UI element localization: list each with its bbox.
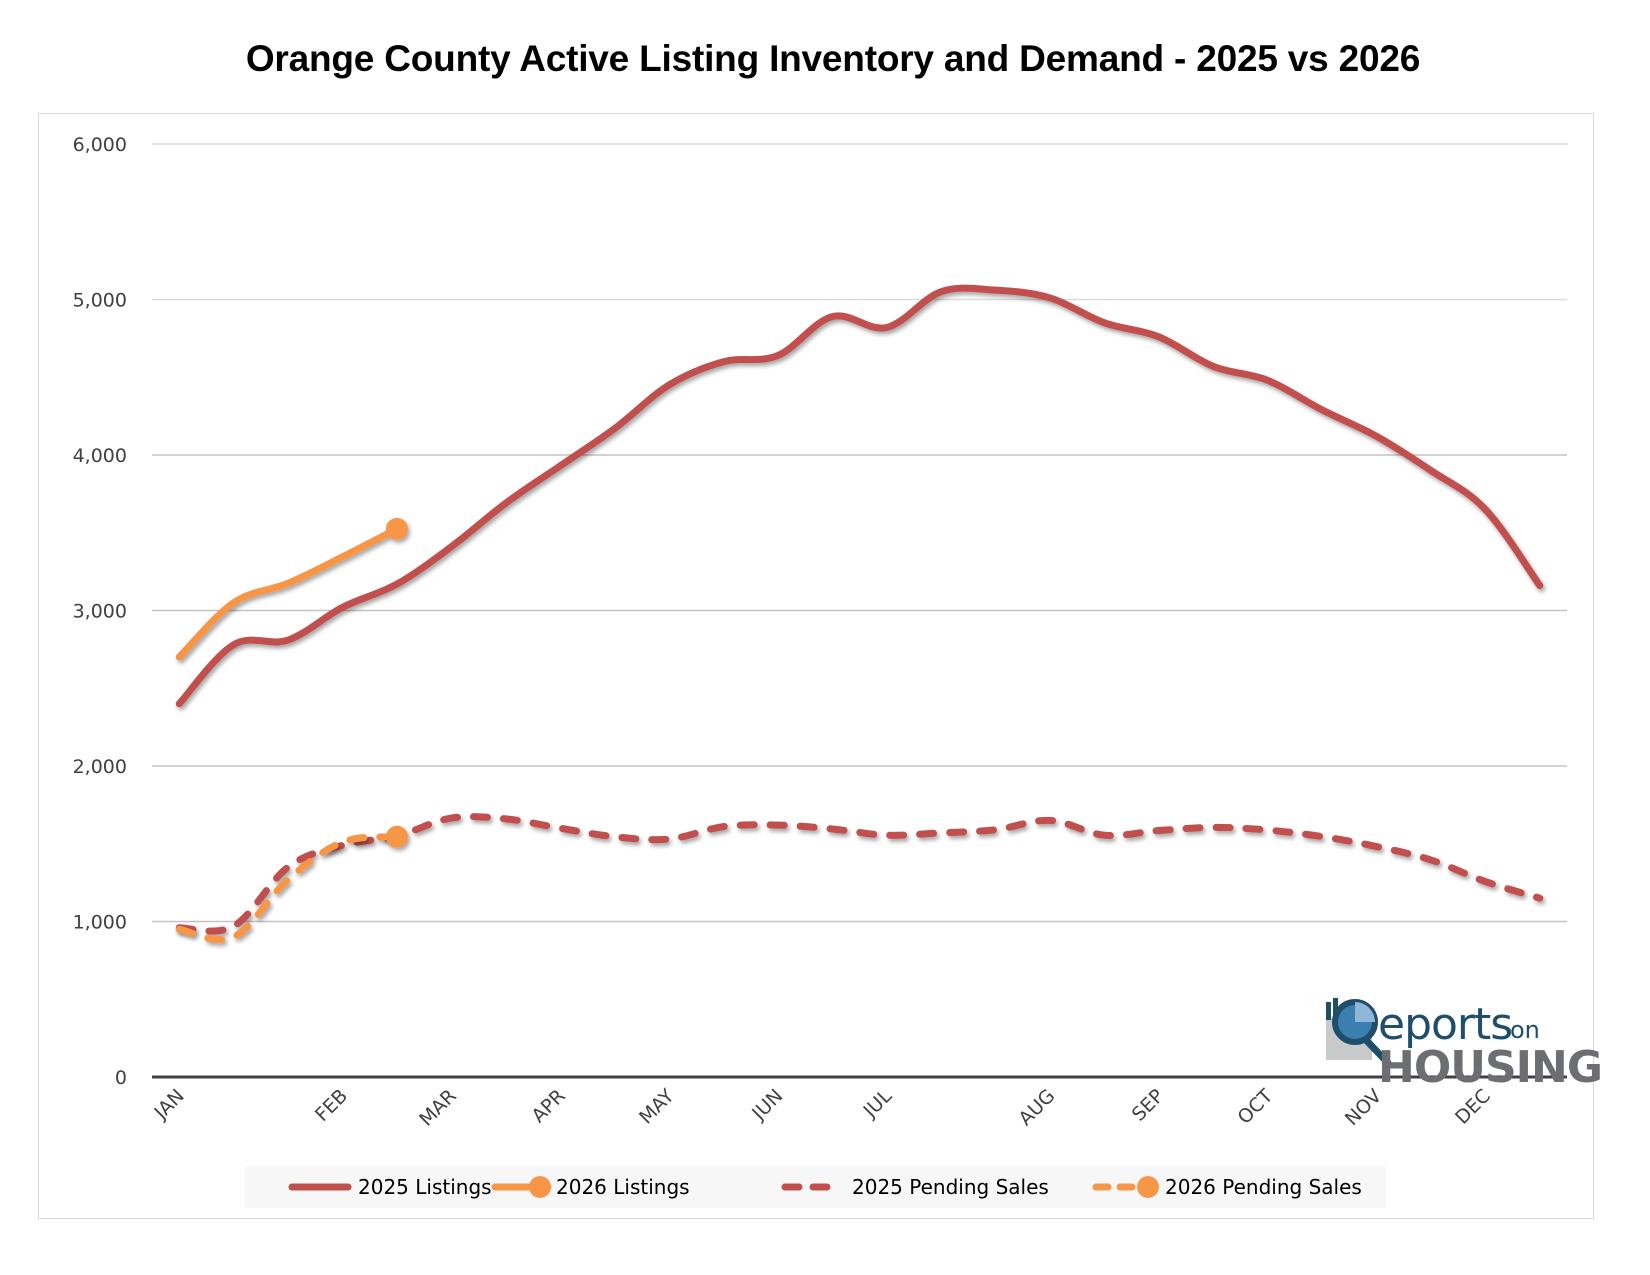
legend-label-2026-listings: 2026 Listings [556, 1175, 690, 1199]
x-tick-label: JAN [150, 1085, 189, 1124]
y-tick-label: 5,000 [73, 290, 127, 312]
legend-marker-2026-pending-sales [1137, 1176, 1159, 1198]
logo-on-text: on [1510, 1016, 1540, 1044]
y-tick-label: 2,000 [73, 756, 127, 778]
legend-label-2025-pending-sales: 2025 Pending Sales [852, 1175, 1049, 1199]
series-2025-listings [175, 284, 1544, 708]
logo-bar-icon [1326, 1002, 1331, 1020]
series-2026-listings [175, 517, 408, 661]
logo-bar-icon [1333, 998, 1338, 1020]
x-tick-label: JUN [747, 1085, 787, 1125]
logo-reports-text: eports [1378, 999, 1512, 1050]
legend-item-2026-listings[interactable]: 2026 Listings [491, 1175, 690, 1199]
x-tick-label: OCT [1233, 1085, 1277, 1129]
end-marker-2026-listings [385, 517, 408, 540]
series-line-2026-pending-sales [175, 833, 401, 944]
legend-item-2025-pending-sales[interactable]: 2025 Pending Sales [781, 1175, 1049, 1199]
series-line-2026-listings [175, 525, 401, 661]
series-2026-pending-sales [175, 825, 408, 944]
y-tick-label: 4,000 [73, 445, 127, 467]
legend: 2025 Listings 2026 Listings 2025 Pending… [245, 1166, 1386, 1208]
x-tick-label: SEP [1128, 1085, 1169, 1126]
gridlines [152, 143, 1567, 923]
y-tick-label: 1,000 [73, 912, 127, 934]
x-tick-label: JUL [859, 1085, 897, 1123]
y-tick-label: 6,000 [73, 134, 127, 156]
chart-title: Orange County Active Listing Inventory a… [245, 38, 1421, 79]
y-tick-label: 3,000 [73, 601, 127, 623]
y-tick-label: 0 [115, 1067, 127, 1089]
x-tick-label: FEB [311, 1085, 352, 1126]
x-axis-tick-labels: JAN FEB MAR APR MAY JUN JUL AUG SEP OCT NOV DEC [150, 1085, 1495, 1131]
logo-magnifier-handle-icon [1362, 1036, 1392, 1067]
x-tick-label: MAR [415, 1085, 461, 1131]
logo-pie-slice-icon [1355, 1002, 1375, 1022]
legend-label-2025-listings: 2025 Listings [358, 1175, 492, 1199]
y-axis-tick-labels: 0 1,000 2,000 3,000 4,000 5,000 6,000 [73, 134, 127, 1089]
x-tick-label: MAY [635, 1085, 679, 1129]
legend-label-2026-pending-sales: 2026 Pending Sales [1165, 1175, 1362, 1199]
reports-on-housing-logo: eports on HOUSING [1326, 998, 1603, 1093]
x-tick-label: AUG [1015, 1085, 1060, 1130]
x-tick-label: APR [528, 1085, 570, 1127]
legend-item-2026-pending-sales[interactable]: 2026 Pending Sales [1092, 1175, 1362, 1199]
legend-marker-2026-listings [529, 1176, 551, 1198]
series-layer [175, 284, 1544, 944]
end-marker-2026-pending-sales [385, 825, 408, 848]
logo-housing-text: HOUSING [1378, 1042, 1602, 1093]
series-line-2025-listings [175, 284, 1544, 708]
legend-item-2025-listings[interactable]: 2025 Listings [288, 1175, 492, 1199]
